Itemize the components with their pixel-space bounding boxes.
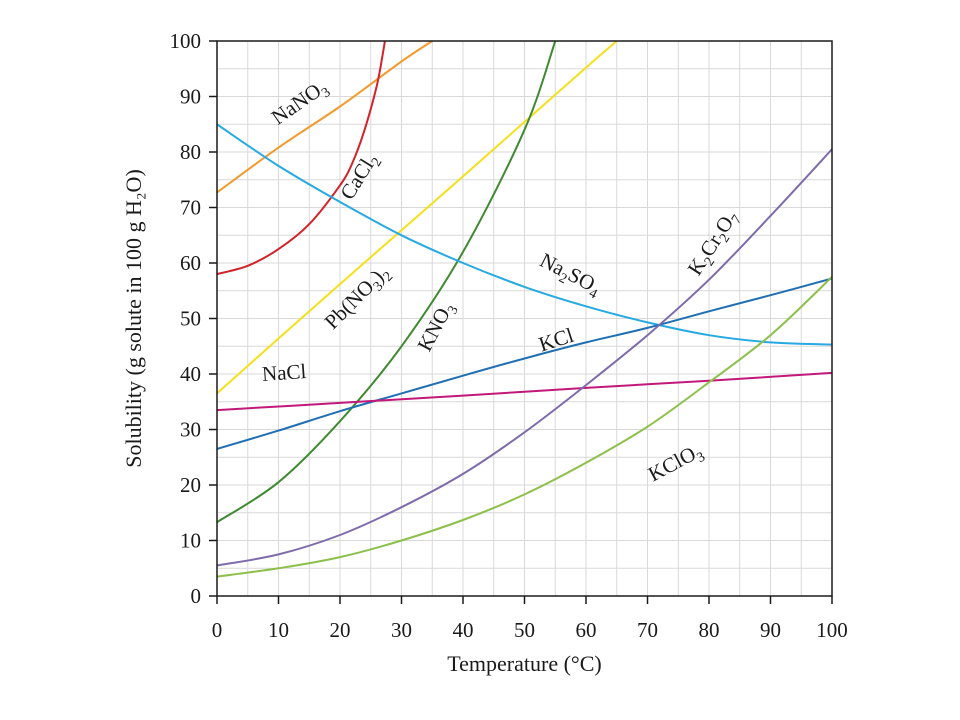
y-tick-label: 10 — [180, 529, 201, 553]
y-tick-label: 20 — [180, 473, 201, 497]
series-line — [217, 41, 618, 395]
curve-label: K2​Cr2​O7​ — [683, 206, 746, 282]
y-tick-label: 30 — [180, 418, 201, 442]
series-line — [217, 277, 832, 450]
series-line — [217, 41, 434, 194]
series-line — [217, 123, 832, 346]
y-tick-label: 70 — [180, 196, 201, 220]
y-tick-label: 0 — [191, 584, 202, 608]
series-layer — [217, 41, 832, 578]
y-tick-label: 100 — [170, 29, 202, 53]
curve-label: CaCl2​ — [335, 148, 385, 205]
curve-label: KClO3​ — [644, 438, 708, 490]
x-tick-label: 50 — [514, 618, 535, 642]
curve-label: NaCl — [261, 359, 307, 386]
x-tick-label: 0 — [212, 618, 223, 642]
series-line — [217, 41, 557, 524]
series-line — [217, 41, 386, 276]
x-axis-title: Temperature (°C) — [447, 651, 601, 676]
series-line — [217, 275, 832, 578]
y-axis-title: Solubility (g solute in 100 g H₂O) — [121, 169, 146, 468]
x-tick-label: 10 — [268, 618, 289, 642]
x-tick-label: 100 — [816, 618, 848, 642]
x-tick-label: 70 — [637, 618, 658, 642]
x-tick-label: 80 — [699, 618, 720, 642]
x-tick-label: 30 — [391, 618, 412, 642]
y-tick-label: 80 — [180, 140, 201, 164]
curve-label: KCl — [536, 323, 577, 357]
x-tick-label: 40 — [453, 618, 474, 642]
axis-ticks: 0 10 20 30 40 50 60 70 80 90 100 0 10 20 30 40 50 60 70 80 9… — [170, 29, 848, 642]
y-tick-label: 60 — [180, 251, 201, 275]
y-tick-label: 90 — [180, 85, 201, 109]
x-tick-label: 60 — [576, 618, 597, 642]
x-tick-label: 90 — [760, 618, 781, 642]
x-tick-label: 20 — [330, 618, 351, 642]
grid — [217, 41, 832, 596]
series-line — [217, 148, 832, 567]
curve-label: KNO3​ — [412, 298, 461, 357]
curve-label: Pb(NO3​)2​ — [320, 260, 397, 337]
series-line — [217, 371, 832, 412]
y-tick-label: 50 — [180, 307, 201, 331]
y-tick-label: 40 — [180, 362, 201, 386]
